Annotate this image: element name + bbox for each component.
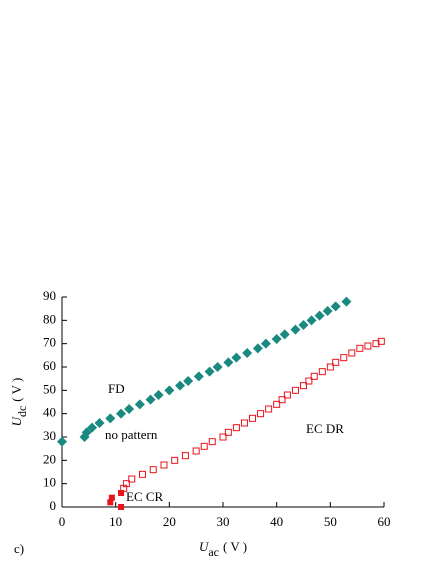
x-tick-label: 10 <box>109 514 122 529</box>
point <box>219 433 227 441</box>
point <box>208 438 216 446</box>
point <box>87 422 98 433</box>
y-tick-label: 10 <box>43 475 56 490</box>
point <box>223 357 234 368</box>
point <box>107 499 114 506</box>
point <box>340 354 348 362</box>
point <box>322 306 333 316</box>
point <box>372 340 380 348</box>
point <box>116 408 127 419</box>
y-tick-label: 60 <box>43 358 56 373</box>
point <box>108 494 115 501</box>
point <box>145 394 156 405</box>
point <box>171 456 179 464</box>
point <box>118 504 125 510</box>
point <box>94 418 105 428</box>
point <box>231 352 242 363</box>
point <box>200 442 208 450</box>
point <box>240 419 248 427</box>
point <box>153 390 164 400</box>
point <box>164 385 175 396</box>
point <box>257 410 265 418</box>
series-label: EC CR <box>126 489 164 504</box>
point <box>290 324 301 335</box>
point <box>377 337 385 345</box>
y-tick-label: 90 <box>43 288 56 303</box>
y-tick-label: 80 <box>43 311 56 326</box>
point <box>249 414 257 422</box>
x-tick-label: 0 <box>59 514 66 529</box>
point <box>278 396 286 404</box>
y-tick-label: 70 <box>43 335 56 350</box>
point <box>348 349 356 357</box>
point <box>298 320 309 330</box>
x-tick-label: 60 <box>378 514 391 529</box>
point <box>332 358 340 366</box>
point <box>181 452 189 460</box>
y-axis-label: Udc( V ) <box>9 378 29 427</box>
point <box>232 424 240 432</box>
point <box>260 338 271 349</box>
point <box>149 466 157 474</box>
point <box>265 405 273 413</box>
point <box>242 348 253 358</box>
point <box>300 382 307 390</box>
point <box>128 475 136 483</box>
point <box>271 334 282 344</box>
y-tick-label: 0 <box>50 498 57 513</box>
y-tick-label: 20 <box>43 451 56 466</box>
point <box>306 315 317 326</box>
point <box>212 362 223 372</box>
point <box>291 386 299 394</box>
point <box>318 368 326 376</box>
panel-label: c) <box>14 541 24 556</box>
point <box>57 436 67 447</box>
point <box>192 447 200 455</box>
point <box>341 296 352 307</box>
point <box>134 399 145 410</box>
point <box>224 428 232 436</box>
series-label: FD <box>108 381 125 396</box>
point <box>193 371 204 382</box>
point <box>364 342 372 350</box>
point <box>160 461 168 469</box>
y-tick-label: 30 <box>43 428 56 443</box>
x-tick-label: 20 <box>163 514 176 529</box>
point <box>139 470 146 478</box>
point <box>204 366 215 377</box>
point <box>122 480 130 488</box>
x-tick-label: 40 <box>270 514 283 529</box>
y-tick-label: 40 <box>43 405 56 420</box>
x-tick-label: 50 <box>324 514 337 529</box>
point <box>330 301 341 312</box>
series-label: EC DR <box>306 421 344 436</box>
point <box>305 377 313 385</box>
point <box>175 380 186 391</box>
point <box>118 490 125 496</box>
annotation: no pattern <box>105 427 158 442</box>
point <box>283 391 291 399</box>
point <box>310 372 318 380</box>
x-axis-label: Uac( V ) <box>199 539 247 559</box>
point <box>183 376 194 386</box>
x-tick-label: 30 <box>217 514 230 529</box>
y-tick-label: 50 <box>43 381 56 396</box>
point <box>356 344 364 352</box>
point <box>252 343 263 354</box>
point <box>105 413 116 424</box>
point <box>124 404 135 414</box>
point <box>279 329 290 340</box>
point <box>326 363 334 371</box>
point <box>314 310 325 321</box>
point <box>81 427 92 438</box>
point <box>273 400 281 408</box>
